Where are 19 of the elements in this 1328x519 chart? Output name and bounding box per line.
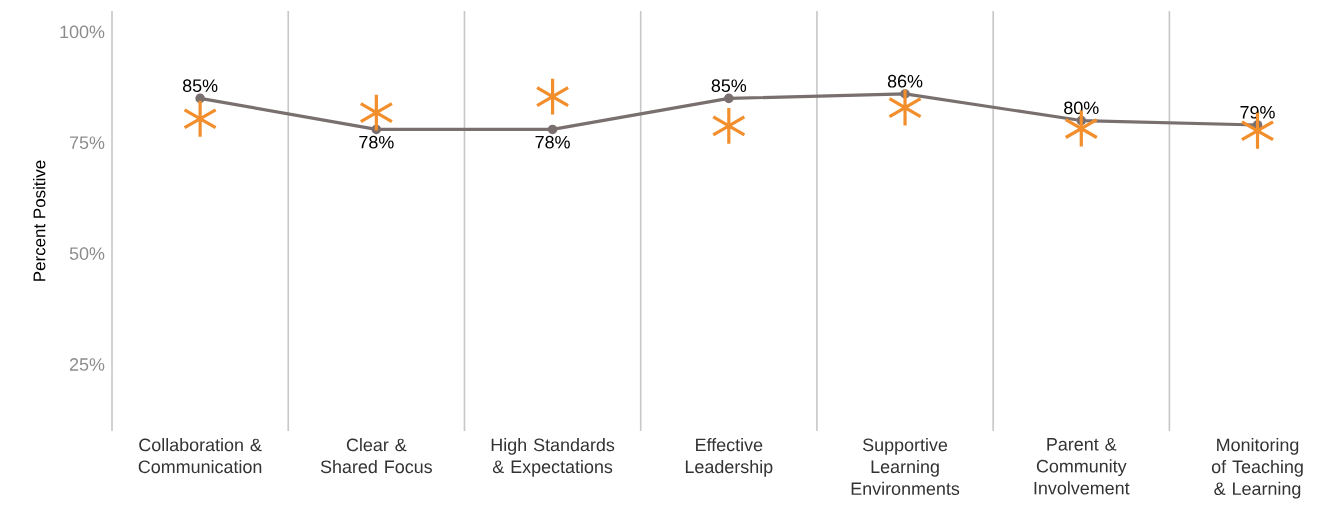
y-tick-label: 50% [69,247,105,260]
data-label: 79% [1240,105,1275,119]
data-label: 85% [182,79,218,93]
data-label: 86% [887,74,923,88]
y-axis-title: Percent Positive [32,160,46,281]
y-tick-label: 25% [69,358,105,371]
x-tick-label: Supportive Learning Environments [851,438,960,496]
x-tick-label: Effective Leadership [685,438,773,477]
x-tick-label: High Standards & Expectations [491,438,615,477]
data-label: 85% [711,79,747,93]
x-tick-label: Collaboration & Communication [138,438,262,474]
x-tick-label: Parent & Community Involvement [1034,438,1130,495]
y-tick-label: 100% [60,25,105,39]
x-tick-label: Monitoring of Teaching & Learning [1211,438,1303,499]
data-label: 78% [535,135,570,149]
data-label: 78% [359,135,394,149]
x-tick-label: Clear & Shared Focus [320,438,432,474]
y-tick-label: 75% [69,136,105,150]
data-label: 80% [1064,101,1099,115]
